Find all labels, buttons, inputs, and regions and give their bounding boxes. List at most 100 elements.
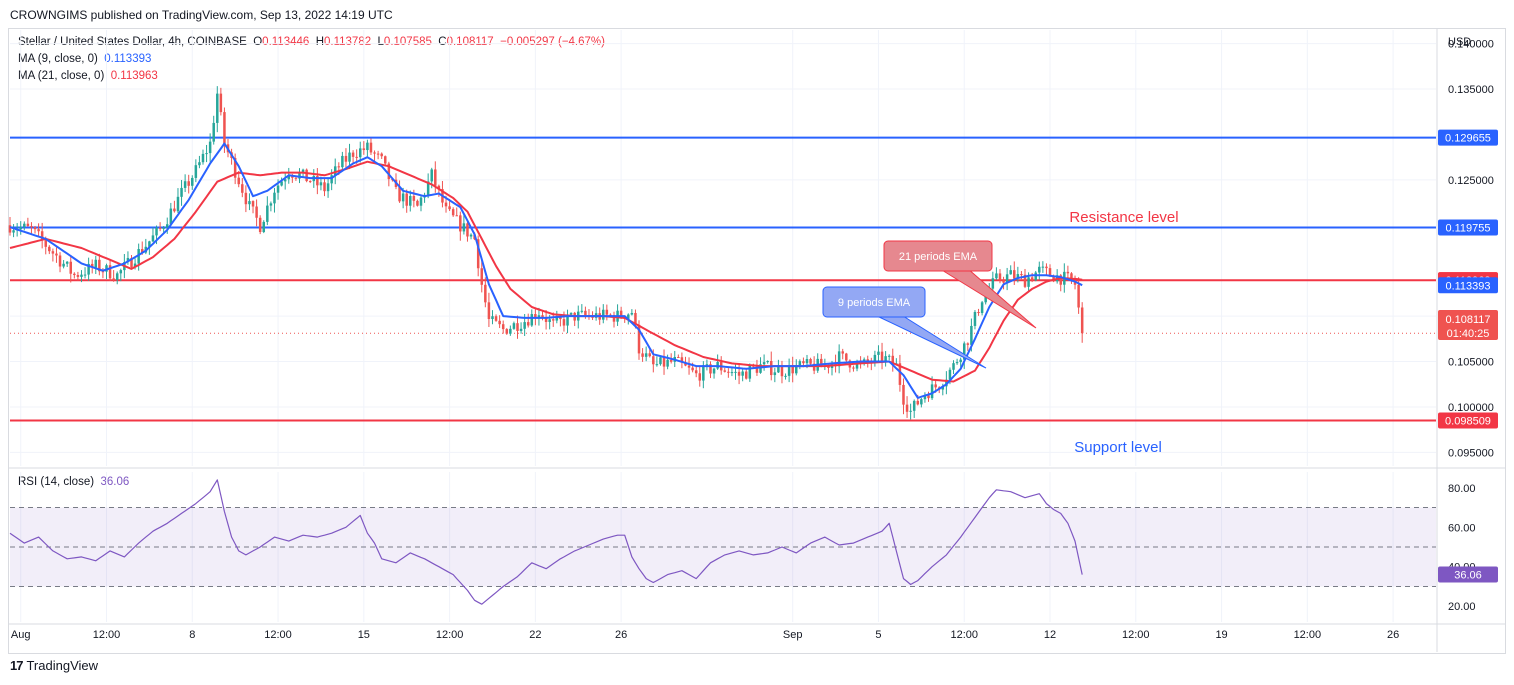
price-tick-label: 0.140000 [1448, 39, 1494, 51]
time-tick-label: Sep [783, 629, 803, 641]
candle-body [669, 359, 673, 362]
candle-body [76, 275, 80, 277]
candle-body [348, 152, 351, 162]
candle-body [580, 310, 584, 312]
candle-body [569, 312, 573, 315]
candle-body [444, 202, 448, 207]
candle-body [316, 175, 319, 186]
candle-body [662, 357, 666, 367]
candle-body [166, 224, 169, 228]
ma21-label[interactable]: MA (21, close, 0) [18, 70, 105, 82]
candle-body [698, 373, 702, 381]
candle-body [644, 353, 648, 357]
candle-body [233, 157, 237, 178]
candle-body [241, 184, 244, 193]
candle-body [69, 261, 73, 274]
candle-body [1070, 273, 1073, 281]
candle-body [887, 355, 891, 357]
support-level-label: Support level [1074, 439, 1162, 456]
rsi-label[interactable]: RSI (14, close) [18, 476, 95, 488]
candle-body [744, 371, 748, 379]
ma21-value: 0.113963 [110, 70, 158, 82]
candle-body [126, 257, 130, 263]
candle-body [12, 230, 15, 233]
close-label: C [438, 36, 447, 48]
candle-body [8, 225, 12, 233]
candle-body [795, 365, 798, 374]
ema9-callout-box [822, 286, 926, 318]
candle-body [419, 197, 423, 206]
ma21-row: MA (21, close, 0) 0.113963 [18, 68, 605, 85]
candle-body [677, 357, 680, 359]
candle-body [1045, 266, 1048, 269]
candle-body [398, 186, 401, 202]
candle-body [462, 223, 466, 232]
candle-body [341, 155, 344, 168]
candle-body [562, 319, 566, 326]
candle-body [1077, 284, 1080, 308]
candle-body [409, 195, 412, 206]
candle-body [780, 366, 784, 377]
candle-body [1080, 307, 1084, 334]
candle-body [959, 359, 962, 363]
candle-body [955, 362, 959, 364]
candle-body [466, 223, 469, 237]
candle-body [634, 312, 637, 325]
level-badge-bg [1438, 129, 1498, 146]
rsi-badge-text: 36.06 [1454, 570, 1482, 582]
high-label: H [315, 36, 324, 48]
ma21-line [9, 160, 1083, 383]
candle-body [273, 192, 276, 204]
price-tick-label: 0.100000 [1448, 402, 1494, 414]
candle-body [920, 399, 923, 405]
candle-body [630, 312, 634, 315]
candle-body [237, 177, 240, 185]
candle-body [523, 322, 526, 329]
candle-body [491, 316, 494, 320]
candle-body [162, 227, 165, 229]
candle-body [762, 362, 766, 365]
price-tick-label: 0.125000 [1448, 175, 1494, 187]
candle-body [44, 240, 47, 247]
candle-body [362, 148, 366, 151]
candle-body [648, 353, 651, 357]
candle-body [251, 201, 255, 207]
time-tick-label: 5 [875, 629, 881, 641]
candle-body [627, 314, 630, 319]
candle-body [501, 324, 505, 330]
candle-body [637, 324, 641, 354]
candle-body [952, 363, 955, 370]
close-value: 0.108117 [446, 36, 494, 48]
time-tick-label: 19 [1215, 629, 1227, 641]
candle-body [966, 343, 970, 345]
candle-body [1052, 275, 1055, 282]
candle-body [198, 162, 201, 166]
candle-body [308, 181, 312, 183]
candle-body [351, 152, 355, 157]
candle-body [476, 239, 480, 269]
candle-body [612, 315, 616, 322]
candle-body [212, 122, 215, 142]
footer-brand[interactable]: 17 TradingView [10, 658, 98, 673]
symbol-name[interactable]: Stellar / United States Dollar, 4h, COIN… [18, 36, 247, 48]
candle-body [655, 364, 659, 366]
candle-body [909, 410, 912, 412]
candle-body [566, 314, 569, 326]
candle-body [305, 169, 308, 182]
time-tick-label: 26 [615, 629, 627, 641]
candle-body [98, 259, 101, 272]
candle-body [923, 395, 927, 400]
ma9-label[interactable]: MA (9, close, 0) [18, 53, 98, 65]
candle-body [641, 353, 644, 357]
candle-body [741, 371, 744, 376]
time-tick-label: 22 [529, 629, 541, 641]
candle-body [820, 358, 823, 367]
candle-body [998, 273, 1002, 281]
candle-body [194, 165, 198, 178]
candle-body [187, 181, 190, 186]
rsi-badge-bg [1438, 566, 1498, 583]
candle-body [652, 356, 655, 365]
candle-body [798, 361, 802, 366]
candle-body [1048, 268, 1052, 276]
